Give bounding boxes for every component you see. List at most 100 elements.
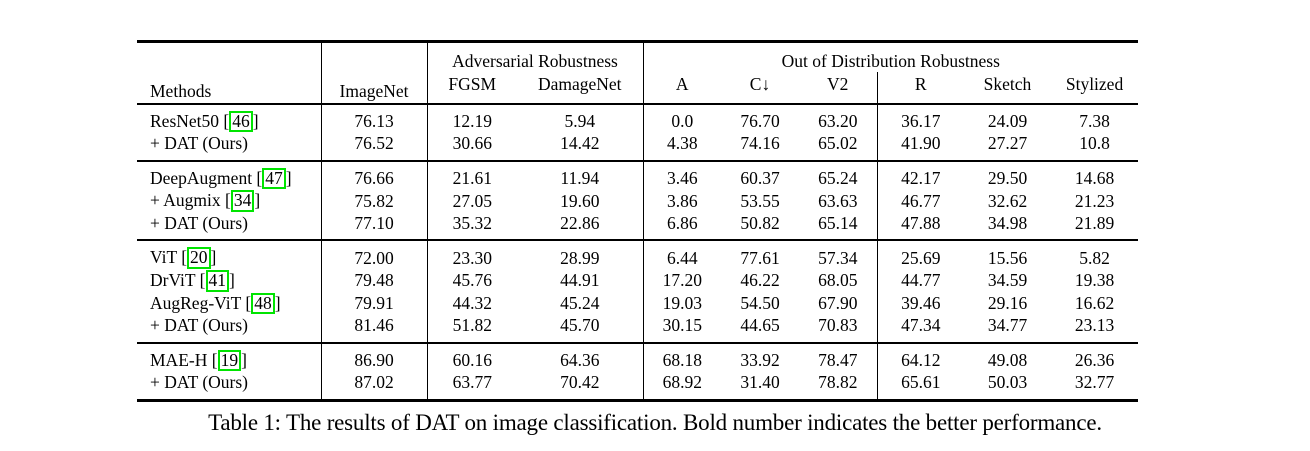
value-cell: 60.37 bbox=[721, 159, 799, 190]
table-row: ResNet50 [46] 76.13 12.19 5.94 0.0 76.70 63.20… bbox=[137, 103, 1138, 133]
value-cell: 63.77 bbox=[426, 371, 517, 401]
method-cell: DrViT [41] bbox=[150, 270, 235, 292]
citation-link[interactable]: 41 bbox=[205, 270, 229, 292]
value-cell: 54.50 bbox=[740, 292, 780, 313]
value-cell: 30.66 bbox=[426, 132, 517, 161]
value-cell: 77.10 bbox=[320, 212, 427, 241]
table-group: ResNet50 [46] 76.13 12.19 5.94 0.0 76.70 63.20… bbox=[137, 103, 1138, 161]
value-cell: 45.70 bbox=[560, 315, 600, 336]
value-cell: 76.52 bbox=[320, 132, 427, 161]
value-cell: 34.59 bbox=[987, 270, 1028, 291]
value-cell: 46.77 bbox=[876, 189, 964, 213]
value-cell: 65.61 bbox=[876, 371, 964, 401]
value-cell: 7.38 bbox=[1079, 110, 1110, 131]
value-cell: 22.86 bbox=[560, 213, 600, 234]
value-cell: 21.89 bbox=[1074, 213, 1115, 234]
value-cell: 47.34 bbox=[876, 314, 964, 343]
value-cell: 3.46 bbox=[642, 159, 721, 190]
citation-link[interactable]: 46 bbox=[229, 110, 253, 133]
value-cell: 34.77 bbox=[987, 315, 1028, 336]
value-cell: 32.62 bbox=[987, 190, 1028, 211]
value-cell: 14.42 bbox=[560, 133, 600, 154]
value-cell: 45.24 bbox=[560, 292, 600, 313]
value-cell: 36.17 bbox=[876, 103, 964, 133]
col-header-c-down: C↓ bbox=[749, 74, 771, 95]
value-cell: 25.69 bbox=[876, 239, 964, 270]
value-cell: 68.05 bbox=[818, 270, 858, 291]
value-cell: 19.38 bbox=[1074, 270, 1115, 291]
method-cell: + DAT (Ours) bbox=[150, 372, 249, 393]
value-cell: 27.05 bbox=[426, 189, 517, 213]
citation-link[interactable]: 47 bbox=[262, 167, 286, 190]
value-cell: 76.66 bbox=[320, 159, 427, 190]
value-cell: 21.23 bbox=[1074, 190, 1115, 211]
col-header-r: R bbox=[876, 72, 964, 104]
results-table: Methods ImageNet Adversarial Robustness … bbox=[137, 40, 1139, 402]
table-group: ViT [20] 72.00 23.30 28.99 6.44 77.61 57.34 25.… bbox=[137, 239, 1139, 343]
value-cell: 81.46 bbox=[320, 314, 427, 343]
method-cell: MAE-H [19] bbox=[137, 341, 321, 372]
table-header: Methods ImageNet Adversarial Robustness … bbox=[137, 41, 1139, 104]
table-row: DeepAugment [47] 76.66 21.61 11.94 3.46 60.37… bbox=[137, 159, 1139, 190]
value-cell: 30.15 bbox=[642, 314, 721, 343]
value-cell: 42.17 bbox=[876, 159, 964, 190]
value-cell: 77.61 bbox=[721, 239, 799, 270]
table-row: + DAT (Ours) 77.10 35.32 22.86 6.86 50.82 65.1… bbox=[137, 212, 1138, 241]
value-cell: 70.83 bbox=[818, 315, 858, 336]
table-row: + DAT (Ours) 76.52 30.66 14.42 4.38 74.16 65.0… bbox=[137, 132, 1138, 161]
method-cell: DeepAugment [47] bbox=[137, 159, 321, 190]
value-cell: 74.16 bbox=[740, 133, 780, 154]
value-cell: 5.82 bbox=[1051, 239, 1139, 270]
col-group-ood-robustness: Out of Distribution Robustness bbox=[642, 41, 1139, 73]
value-cell: 51.82 bbox=[426, 314, 517, 343]
method-cell: + DAT (Ours) bbox=[150, 315, 249, 336]
value-cell: 86.90 bbox=[320, 341, 427, 372]
value-cell: 3.86 bbox=[642, 189, 721, 213]
col-header-methods: Methods bbox=[150, 81, 212, 102]
table-group: DeepAugment [47] 76.66 21.61 11.94 3.46 60.37… bbox=[137, 159, 1139, 241]
value-cell: 21.61 bbox=[426, 159, 517, 190]
header-group-row: Methods ImageNet Adversarial Robustness … bbox=[137, 41, 1139, 104]
value-cell: 44.91 bbox=[560, 270, 600, 291]
value-cell: 44.77 bbox=[876, 269, 964, 292]
value-cell: 35.32 bbox=[426, 212, 517, 241]
value-cell: 29.50 bbox=[964, 159, 1051, 190]
col-header-stylized: Stylized bbox=[1065, 74, 1124, 95]
value-cell: 76.13 bbox=[320, 103, 427, 133]
value-cell: 6.44 bbox=[642, 239, 721, 270]
value-cell: 6.86 bbox=[642, 212, 721, 241]
citation-link[interactable]: 20 bbox=[187, 247, 211, 270]
table-row: AugReg-ViT [48] 79.91 44.32 45.24 19.03 54.50… bbox=[137, 291, 1138, 315]
value-cell: 68.92 bbox=[642, 371, 721, 401]
value-cell: 70.42 bbox=[560, 372, 600, 393]
value-cell: 4.38 bbox=[642, 132, 721, 161]
value-cell: 79.91 bbox=[320, 291, 427, 315]
value-cell: 46.22 bbox=[740, 270, 780, 291]
value-cell: 0.0 bbox=[642, 103, 721, 133]
value-cell: 63.63 bbox=[818, 190, 858, 211]
value-cell: 19.03 bbox=[642, 291, 721, 315]
value-cell: 60.16 bbox=[426, 341, 517, 372]
value-cell: 76.70 bbox=[740, 110, 780, 131]
value-cell: 23.30 bbox=[426, 239, 517, 270]
value-cell: 11.94 bbox=[517, 159, 643, 190]
value-cell: 68.18 bbox=[642, 341, 721, 372]
value-cell: 53.55 bbox=[740, 190, 780, 211]
value-cell: 31.40 bbox=[740, 372, 780, 393]
value-cell: 49.08 bbox=[964, 341, 1051, 372]
value-cell: 79.48 bbox=[320, 269, 427, 292]
value-cell: 16.62 bbox=[1074, 292, 1115, 313]
col-header-fgsm: FGSM bbox=[426, 72, 517, 104]
value-cell: 14.68 bbox=[1051, 159, 1139, 190]
value-cell: 29.16 bbox=[987, 292, 1028, 313]
citation-link[interactable]: 48 bbox=[251, 292, 275, 315]
value-cell: 24.09 bbox=[987, 110, 1028, 131]
value-cell: 44.65 bbox=[740, 315, 780, 336]
value-cell: 47.88 bbox=[876, 212, 964, 241]
citation-link[interactable]: 19 bbox=[217, 349, 242, 372]
value-cell: 10.8 bbox=[1079, 133, 1110, 154]
value-cell: 50.82 bbox=[740, 213, 780, 234]
citation-link[interactable]: 34 bbox=[230, 190, 255, 213]
method-cell: + DAT (Ours) bbox=[150, 133, 249, 154]
method-cell: + DAT (Ours) bbox=[150, 213, 249, 234]
